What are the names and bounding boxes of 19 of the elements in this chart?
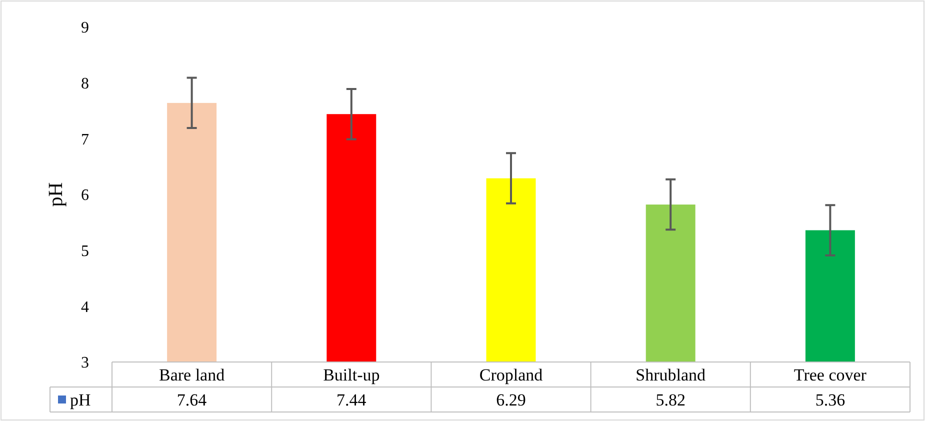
x-tick-label: Cropland [479, 365, 544, 384]
text: pH [70, 390, 91, 410]
data-label: 6.29 [496, 390, 526, 410]
x-tick-label: Shrubland [636, 365, 706, 384]
x-tick-label: Built-up [323, 365, 380, 384]
y-tick-label: 5 [81, 242, 89, 260]
data-label: 7.44 [336, 390, 367, 410]
y-tick-label: 4 [81, 298, 89, 316]
y-tick-label: 8 [81, 75, 89, 92]
x-tick-label: Tree cover [794, 365, 867, 384]
y-tick-label: 3 [81, 354, 89, 372]
y-tick-label: 6 [81, 187, 89, 204]
data-label: 7.64 [176, 390, 208, 410]
y-tick-label: 7 [81, 131, 89, 148]
y-tick-label: 9 [81, 20, 89, 37]
y-axis-title: pH [45, 182, 67, 207]
data-label: 5.36 [815, 390, 846, 410]
data-label: 5.82 [656, 390, 686, 410]
x-tick-label: Bare land [158, 365, 226, 384]
